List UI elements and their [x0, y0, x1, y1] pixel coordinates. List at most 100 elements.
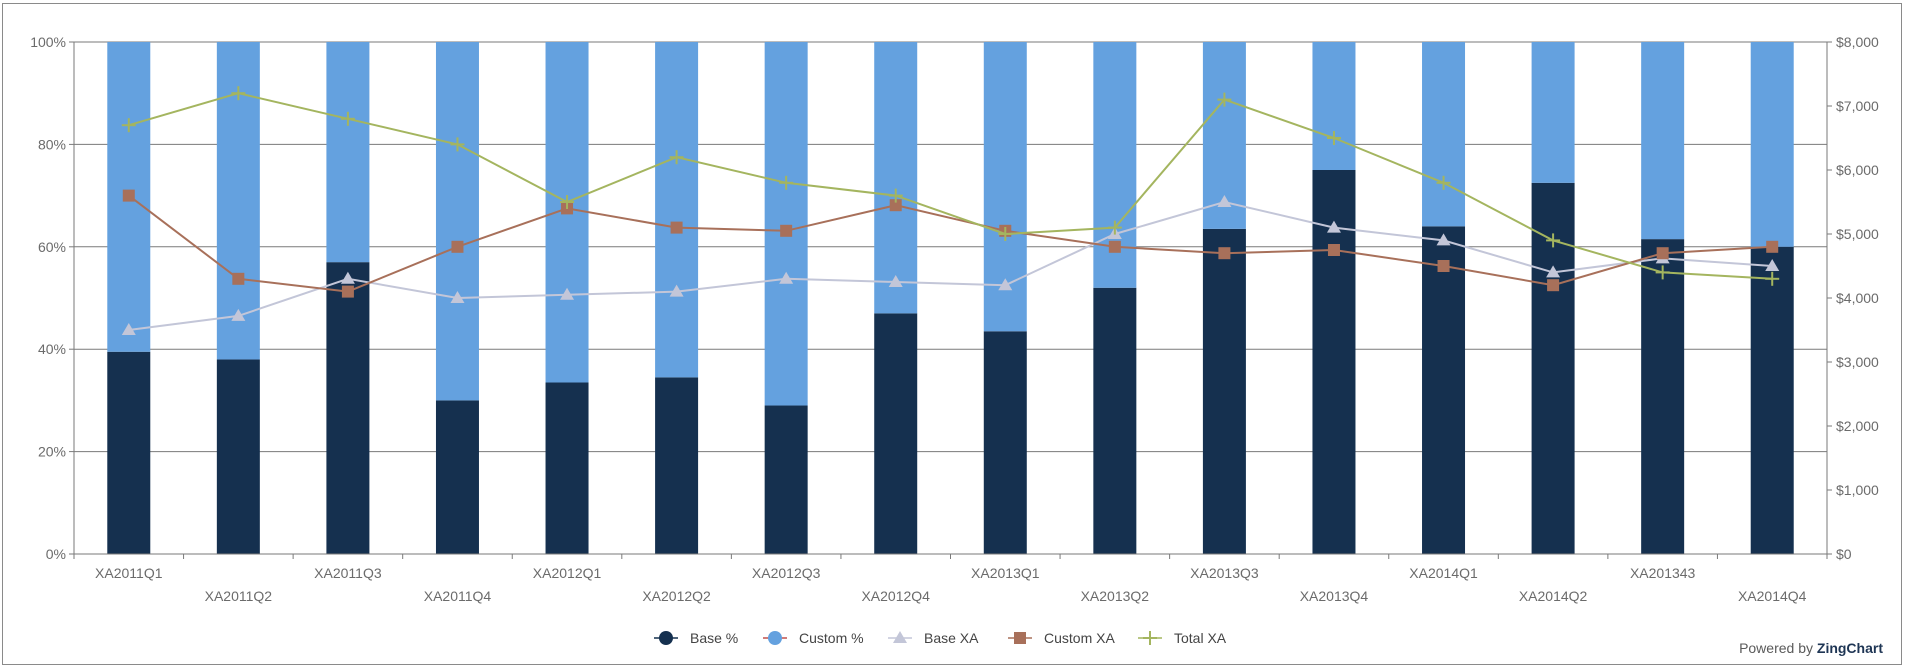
point-total-xa [1546, 233, 1561, 248]
bar-base-percent [216, 359, 260, 554]
point-total-xa [998, 227, 1013, 241]
legend-label: Total XA [1174, 630, 1227, 646]
point-custom-xa [232, 272, 245, 285]
legend-label: Custom XA [1044, 630, 1115, 646]
x-tick-label: XA2011Q1 [95, 565, 163, 581]
point-custom-xa [341, 285, 354, 298]
chart-container: 0% 20% 40% 60% 80% 100% $0 $1,000 $2,000 $3,000 $4… [2, 3, 1902, 665]
x-tick-label: XA2014Q2 [1519, 588, 1588, 604]
bar-custom-percent [764, 42, 808, 406]
powered-by-credit[interactable]: Powered by ZingChart [1739, 640, 1883, 656]
y-right-tick-label: $5,000 [1836, 226, 1879, 242]
bar-base-percent [874, 313, 918, 554]
bar-base-percent [1093, 287, 1137, 554]
legend-marker [893, 631, 907, 643]
bar-base-percent [1422, 226, 1466, 554]
point-custom-xa [1547, 279, 1560, 292]
point-custom-xa [1108, 240, 1121, 253]
x-tick-label: XA2012Q1 [533, 565, 602, 581]
point-total-xa [1326, 131, 1341, 145]
point-custom-xa [889, 199, 902, 212]
y-right-tick-label: $2,000 [1836, 418, 1879, 434]
x-tick-label: XA2014Q1 [1409, 565, 1478, 581]
bar-custom-percent [1531, 42, 1575, 183]
point-base-xa [1546, 265, 1561, 278]
point-total-xa [779, 175, 794, 190]
point-base-xa [1217, 195, 1232, 207]
bar-custom-percent [1312, 42, 1356, 170]
bar-custom-percent [435, 42, 479, 401]
point-total-xa [121, 118, 136, 133]
point-custom-xa [122, 189, 135, 202]
y-left-tick-label: 100% [30, 34, 66, 50]
bar-base-percent [983, 331, 1027, 554]
point-total-xa [231, 86, 246, 101]
legend-item-custom-xa[interactable]: Custom XA [1008, 630, 1115, 646]
y-right-tick-label: $7,000 [1836, 98, 1879, 114]
legend-marker [1014, 632, 1026, 644]
point-total-xa [1436, 175, 1451, 190]
combo-chart: 0% 20% 40% 60% 80% 100% $0 $1,000 $2,000 $3,000 $4… [30, 34, 1879, 646]
legend-item-custom[interactable]: Custom % [763, 630, 864, 646]
point-total-xa [1107, 220, 1122, 235]
legend-item-base-xa[interactable]: Base XA [888, 630, 979, 646]
bar-base-percent [1202, 228, 1246, 554]
point-custom-xa [1327, 244, 1340, 256]
point-custom-xa [780, 224, 793, 237]
legend-item-base[interactable]: Base % [654, 630, 738, 646]
bar-base-percent [435, 400, 479, 554]
x-tick-label: XA2012Q4 [861, 588, 930, 604]
bar-base-percent [107, 351, 151, 554]
point-base-xa [998, 278, 1013, 291]
series-line-total-xa [128, 92, 1773, 280]
y-left-tick-label: 80% [38, 136, 66, 152]
bar-base-percent [1641, 239, 1685, 554]
x-tick-label: XA2011Q4 [424, 588, 492, 604]
x-tick-label: XA2013Q1 [971, 565, 1040, 581]
point-total-xa [1655, 265, 1670, 280]
x-tick-label: XA2013Q2 [1081, 588, 1150, 604]
bar-base-percent [1750, 246, 1794, 555]
legend-marker [659, 631, 673, 645]
series-line-custom-xa [128, 194, 1773, 293]
x-tick-label: XA2011Q3 [314, 565, 382, 581]
y-left-tick-label: 20% [38, 444, 66, 460]
bar-custom-percent [874, 42, 918, 314]
y-right-tick-label: $1,000 [1836, 482, 1879, 498]
point-base-xa [231, 308, 246, 321]
y-left-tick-label: 60% [38, 239, 66, 255]
bar-custom-percent [1750, 42, 1794, 247]
legend-label: Base XA [924, 630, 979, 646]
bar-base-percent [326, 262, 370, 554]
x-tick-label: XA2013Q4 [1300, 588, 1369, 604]
x-tick-label: XA2012Q2 [642, 588, 711, 604]
point-custom-xa [670, 221, 683, 234]
point-base-xa [1765, 259, 1780, 271]
x-tick-label: XA2012Q3 [752, 565, 821, 581]
bar-base-percent [655, 377, 699, 554]
y-right-tick-label: $3,000 [1836, 354, 1879, 370]
point-base-xa [1436, 233, 1451, 246]
point-base-xa [779, 271, 794, 284]
y-left-tick-label: 40% [38, 341, 66, 357]
y-right-tick-label: $6,000 [1836, 162, 1879, 178]
legend-item-total-xa[interactable]: Total XA [1138, 630, 1227, 646]
point-total-xa [1765, 271, 1780, 286]
point-custom-xa [1218, 247, 1231, 260]
y-left-tick-label: 0% [46, 546, 66, 562]
x-tick-label: XA2013Q3 [1190, 565, 1259, 581]
point-total-xa [888, 188, 903, 203]
bar-custom-percent [655, 42, 699, 378]
x-tick-label: XA201343 [1630, 565, 1696, 581]
point-custom-xa [451, 240, 464, 253]
legend-label: Custom % [799, 630, 864, 646]
series-line-base-xa [128, 200, 1773, 331]
bar-custom-percent [1422, 42, 1466, 227]
point-base-xa [450, 291, 465, 303]
legend-label: Base % [690, 630, 738, 646]
bar-custom-percent [326, 42, 370, 263]
point-custom-xa [1437, 260, 1450, 272]
legend-marker [768, 631, 782, 645]
point-base-xa [121, 323, 136, 335]
credit-prefix: Powered by [1739, 640, 1813, 656]
